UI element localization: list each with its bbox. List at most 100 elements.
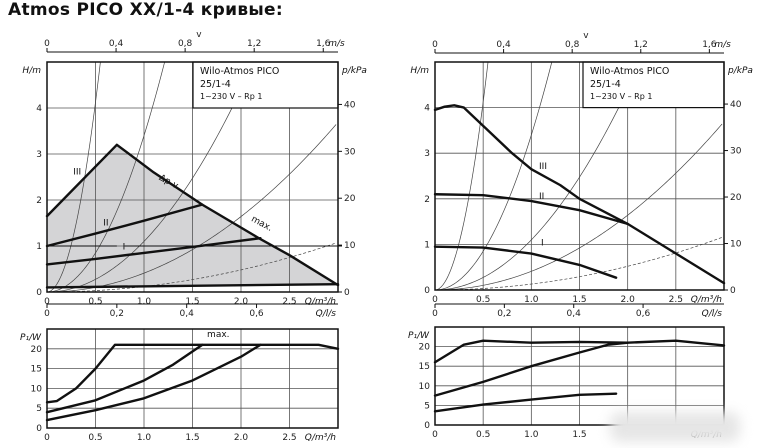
- velocity-tick-label: 1,6: [702, 40, 717, 50]
- y-tick-label: 0: [424, 286, 430, 296]
- x-tick-label: 0: [432, 430, 438, 440]
- x-tick-label: 1.5: [185, 433, 199, 443]
- y-tick-label: 2: [36, 196, 42, 206]
- x-tick-label: 1.0: [524, 295, 539, 305]
- y-tick-label: 2: [424, 195, 430, 205]
- x-tick-label: 2.0: [621, 295, 636, 305]
- y-tick-label: 1: [424, 240, 430, 250]
- flow-ls-axis-label: Q/l/s: [316, 309, 337, 319]
- curve-min: [45, 282, 340, 289]
- left-head-chart: [45, 48, 342, 293]
- curve-label: III: [539, 162, 547, 172]
- legend-power: 1~230 V – Rp 1: [590, 92, 652, 101]
- legend-model: Wilo-Atmos PICO: [590, 66, 669, 77]
- curve-ii: [433, 341, 629, 397]
- flow-ls-tick-label: 0,6: [636, 309, 651, 319]
- x-tick-label: 2.5: [282, 297, 296, 307]
- curve-label: max.: [207, 330, 229, 340]
- y-tick-label: 5: [36, 404, 42, 414]
- flow-ls-tick-label: 0,6: [249, 309, 264, 319]
- curve-i: [45, 343, 262, 422]
- velocity-axis-label: v: [583, 31, 589, 41]
- system-curve: [435, 62, 641, 290]
- velocity-tick-label: 0,8: [178, 39, 193, 49]
- flow-ls-axis-label: Q/l/s: [702, 309, 723, 319]
- x-tick-label: 2.5: [669, 295, 683, 305]
- right-tick-label: 10: [730, 240, 742, 250]
- curve-ii: [433, 193, 629, 226]
- flow-ls-tick-label: 0,2: [497, 309, 511, 319]
- right-tick-label: 10: [344, 241, 356, 251]
- right-tick-label: 20: [730, 193, 742, 203]
- y-tick-label: 3: [36, 150, 42, 160]
- right-axis-label: p/kPa: [341, 66, 367, 76]
- curve-i: [433, 392, 618, 413]
- velocity-tick-label: 0,4: [109, 39, 124, 49]
- y-axis-label: H/m: [22, 66, 41, 76]
- x-tick-label: 0.5: [88, 297, 102, 307]
- x-tick-label: 1.5: [572, 295, 586, 305]
- x-tick-label: 2.5: [282, 433, 296, 443]
- curve-ii: [45, 203, 204, 248]
- right-tick-label: 40: [344, 100, 356, 110]
- velocity-axis-label: v: [196, 30, 202, 40]
- curve-i: [45, 236, 262, 266]
- plot-frame: [434, 61, 725, 291]
- curve-label: I: [123, 243, 126, 253]
- x-tick-label: 1.0: [137, 297, 152, 307]
- plot-frame: [434, 326, 725, 426]
- y-tick-label: 3: [424, 149, 430, 159]
- y-tick-label: 15: [31, 365, 42, 375]
- plot-frame: [46, 328, 339, 429]
- velocity-tick-label: 0,4: [496, 40, 511, 50]
- y-tick-label: 20: [31, 345, 43, 355]
- right-tick-label: 40: [730, 100, 742, 110]
- y-tick-label: 15: [419, 362, 430, 372]
- legend-power: 1~230 V – Rp 1: [200, 92, 262, 101]
- flow-ls-tick-label: 0,2: [110, 309, 124, 319]
- curve-label: II: [539, 192, 544, 202]
- velocity-tick-label: 1,2: [634, 40, 648, 50]
- y-tick-label: 4: [424, 104, 430, 114]
- y-tick-label: 4: [36, 104, 42, 114]
- legend-model: Wilo-Atmos PICO: [200, 66, 279, 77]
- curve-max: [45, 343, 340, 404]
- right-tick-label: 0: [344, 288, 350, 298]
- flow-ls-tick-label: 0: [44, 309, 50, 319]
- y-tick-label: 10: [31, 384, 43, 394]
- velocity-unit: m/s: [328, 39, 345, 49]
- curve-i: [433, 245, 618, 279]
- flow-ls-tick-label: 0,4: [567, 309, 582, 319]
- curve-iii: [433, 104, 726, 285]
- curve-ii: [45, 343, 204, 414]
- y-tick-label: 0: [36, 288, 42, 298]
- legend-size: 25/1-4: [590, 79, 621, 90]
- system-curve: [435, 62, 489, 290]
- x-tick-label: 0: [44, 433, 50, 443]
- x-tick-label: 1.5: [185, 297, 199, 307]
- x-tick-label: 0: [44, 297, 50, 307]
- system-curve: [435, 123, 723, 290]
- x-axis-label: Q/m³/h: [305, 297, 337, 307]
- y-axis-label: P₁/W: [20, 333, 42, 343]
- system-curve: [47, 242, 337, 292]
- page-title: Atmos PICO XX/1-4 кривые:: [8, 0, 283, 20]
- legend-size: 25/1-4: [200, 79, 231, 90]
- right-tick-label: 20: [344, 194, 356, 204]
- left-power-chart: [45, 303, 340, 429]
- right-axis-label: p/kPa: [727, 66, 753, 76]
- y-tick-label: 5: [424, 401, 430, 411]
- velocity-tick-label: 1,2: [247, 39, 261, 49]
- system-curve: [435, 62, 553, 290]
- right-head-chart: [433, 49, 728, 291]
- y-tick-label: 1: [36, 242, 42, 252]
- curve-iii: [433, 339, 726, 364]
- right-tick-label: 0: [730, 286, 736, 296]
- curve-label: III: [73, 168, 81, 178]
- velocity-tick-label: 0: [432, 40, 438, 50]
- x-tick-label: 1.0: [137, 433, 152, 443]
- curve-label: I: [541, 238, 544, 248]
- y-axis-label: H/m: [410, 66, 429, 76]
- y-tick-label: 20: [419, 343, 431, 353]
- y-tick-label: 10: [419, 382, 431, 392]
